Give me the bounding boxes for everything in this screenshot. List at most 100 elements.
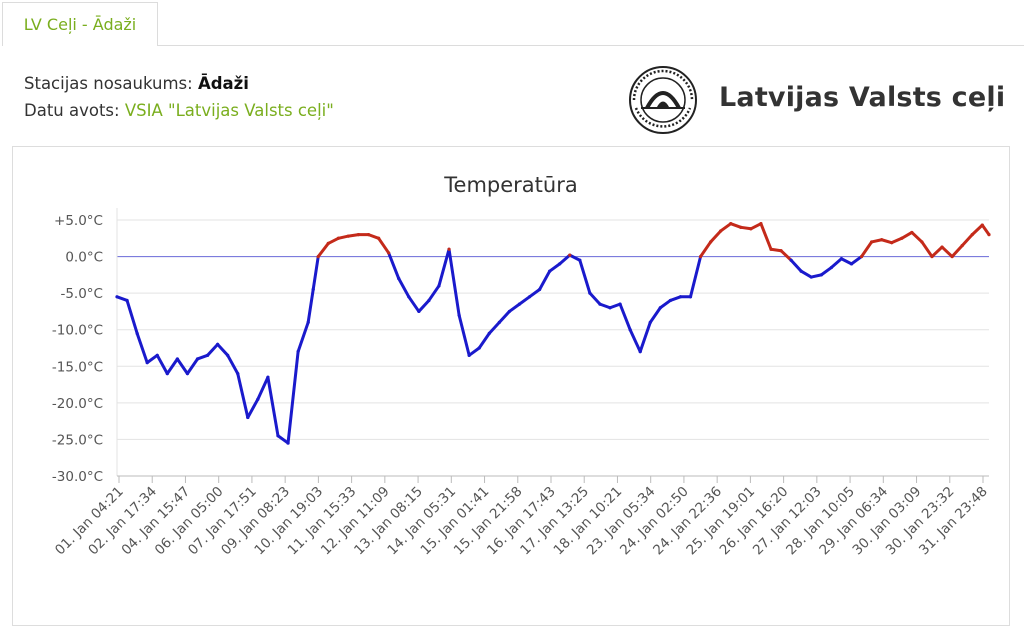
temperature-segment xyxy=(246,397,260,419)
temperature-point xyxy=(286,441,290,445)
temperature-segment xyxy=(165,357,179,376)
temperature-point xyxy=(688,295,693,299)
temperature-segment xyxy=(175,357,189,376)
chart-title: Temperatūra xyxy=(443,173,577,197)
temperature-point xyxy=(849,262,854,266)
y-tick-label: -25.0°C xyxy=(52,432,103,448)
temperature-segment xyxy=(306,287,315,324)
temperature-segment xyxy=(226,353,240,376)
temperature-segment xyxy=(497,309,511,324)
temperature-point xyxy=(920,240,924,244)
temperature-segment xyxy=(739,225,753,231)
temperature-point xyxy=(216,342,220,346)
temperature-segment xyxy=(195,353,210,361)
temperature-point xyxy=(115,295,119,299)
temperature-segment xyxy=(256,375,270,401)
temperature-point xyxy=(588,291,592,295)
temperature-point xyxy=(578,258,582,262)
data-source-link[interactable]: VSIA "Latvijas Valsts ceļi" xyxy=(124,101,334,120)
temperature-point xyxy=(316,254,320,259)
temperature-chart: Temperatūra +5.0°C 0.0°C -5.0°C -10.0°C -15.… xyxy=(12,146,1010,626)
temperature-point xyxy=(719,229,723,233)
temperature-segment xyxy=(598,302,612,310)
temperature-segment xyxy=(387,251,401,281)
temperature-point xyxy=(608,306,612,310)
temperature-segment xyxy=(870,238,884,244)
temperature-segment xyxy=(517,295,532,306)
temperature-segment xyxy=(266,375,280,438)
temperature-point xyxy=(568,253,572,257)
lvc-logo: Latvijas Valsts ceļi xyxy=(624,64,1006,136)
temperature-segment xyxy=(548,262,562,273)
temperature-segment xyxy=(155,353,169,376)
temperature-segment xyxy=(769,247,783,253)
temperature-point xyxy=(336,236,340,240)
temperature-point xyxy=(940,245,944,249)
temperature-point xyxy=(266,375,270,379)
temperature-point xyxy=(638,350,642,354)
station-info: Stacijas nosaukums: Ādaži Datu avots: VS… xyxy=(24,70,334,124)
temperature-segment xyxy=(839,257,853,266)
temperature-segment xyxy=(829,257,843,270)
temperature-point xyxy=(366,233,371,237)
temperature-point xyxy=(950,254,954,259)
temperature-point xyxy=(739,225,743,229)
temperature-point xyxy=(407,295,411,299)
temperature-point xyxy=(548,269,552,273)
temperature-segment xyxy=(608,302,622,310)
temperature-segment xyxy=(930,245,944,259)
temperature-segment xyxy=(115,295,129,302)
temperature-segment xyxy=(326,236,340,245)
temperature-point xyxy=(467,353,471,357)
temperature-point xyxy=(507,309,511,314)
temperature-segment xyxy=(950,244,964,259)
temperature-point xyxy=(618,302,622,306)
temperature-point xyxy=(377,236,381,240)
y-tick-label: -10.0°C xyxy=(52,323,103,339)
temperature-segment xyxy=(860,240,874,259)
temperature-point xyxy=(387,251,391,255)
temperature-segment xyxy=(286,350,300,445)
y-tick-label: +5.0°C xyxy=(54,213,103,229)
temperature-segment xyxy=(910,230,924,244)
temperature-segment xyxy=(487,320,501,335)
temperature-point xyxy=(175,357,179,361)
tab-lv-celi-adazi[interactable]: LV Ceļi - Ādaži xyxy=(2,2,158,46)
temperature-point xyxy=(427,298,431,303)
temperature-point xyxy=(135,331,139,335)
temperature-segment xyxy=(185,357,199,376)
temperature-segment xyxy=(467,346,481,357)
temperature-point xyxy=(527,295,532,299)
y-axis-ticks: +5.0°C 0.0°C -5.0°C -10.0°C -15.0°C -20.0°C -2… xyxy=(52,213,103,485)
temperature-point xyxy=(517,302,522,306)
data-source-row: Datu avots: VSIA "Latvijas Valsts ceļi" xyxy=(24,97,334,124)
temperature-segment xyxy=(276,434,290,445)
temperature-point xyxy=(598,302,602,306)
temperature-point xyxy=(558,262,562,266)
temperature-segment xyxy=(437,247,451,288)
temperature-point xyxy=(145,361,149,365)
tab-bar-divider xyxy=(158,45,1024,46)
temperature-segment xyxy=(699,240,713,259)
temperature-point xyxy=(799,269,803,273)
temperature-point xyxy=(859,254,864,259)
temperature-segment xyxy=(427,284,441,302)
temperature-point xyxy=(326,241,330,246)
temperature-segment xyxy=(920,240,934,259)
temperature-segment xyxy=(206,342,220,357)
temperature-segment xyxy=(477,331,491,350)
temperature-segment xyxy=(558,253,572,266)
temperature-segment xyxy=(980,223,991,237)
temperature-segment xyxy=(538,269,552,291)
temperature-segment xyxy=(749,222,763,231)
temperature-segment xyxy=(819,266,833,277)
temperature-point xyxy=(648,320,652,324)
temperature-segment xyxy=(849,255,864,266)
temperature-segment xyxy=(900,230,914,240)
temperature-segment xyxy=(336,234,350,240)
lvc-logo-text: Latvijas Valsts ceļi xyxy=(719,82,1006,113)
lvc-seal-icon xyxy=(629,66,697,134)
temperature-point xyxy=(900,236,904,240)
temperature-point xyxy=(205,353,210,357)
temperature-segment xyxy=(648,306,662,324)
